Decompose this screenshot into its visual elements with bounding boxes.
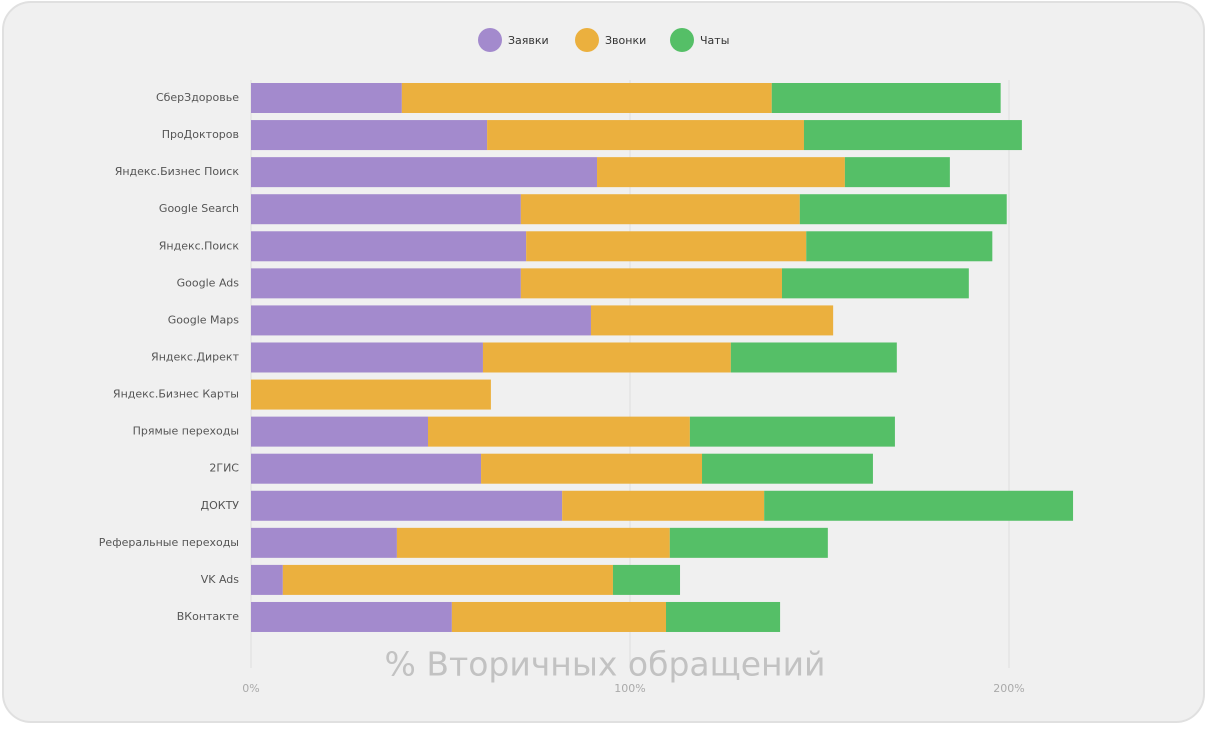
bar-segment [251,157,598,188]
bar-segment [806,231,993,262]
bar-segment [251,120,488,151]
bar-segment [764,490,1074,521]
bar-segment [487,120,804,151]
bar-segment [251,231,527,262]
bar-segment [702,453,873,484]
bar-segment [799,194,1007,225]
bar-segment [451,601,667,632]
bar-segment [396,527,670,558]
x-tick-label: 200% [993,682,1024,695]
bar-segment [520,268,782,299]
bar-segment [251,490,563,521]
bar-segment [562,490,765,521]
bar-segment [251,342,483,373]
legend-marker [670,28,694,52]
legend-marker [575,28,599,52]
bar-segment [590,305,834,336]
bar-segment [526,231,807,262]
bar-segment [481,453,703,484]
legend-label: Чаты [700,34,729,47]
bar-segment [251,601,452,632]
x-tick-label: 100% [614,682,645,695]
bar-segment [251,305,591,336]
bar-segment [401,83,772,113]
bar-segment [669,527,828,558]
bar-segment [251,416,428,447]
bar-segment [689,416,895,447]
y-tick-label: ВКонтакте [177,610,239,623]
y-tick-label: VK Ads [201,573,240,586]
y-tick-label: 2ГИС [209,462,239,475]
legend-label: Звонки [605,34,646,47]
bar-segment [251,453,482,484]
y-tick-label: Google Ads [177,276,240,289]
bar-segment [781,268,969,299]
bar-segment [251,83,402,113]
y-tick-label: Google Search [159,202,239,215]
y-tick-label: Прямые переходы [133,425,239,438]
bar-segment [427,416,690,447]
bar-segment [844,157,950,188]
y-tick-label: Яндекс.Бизнес Карты [113,388,239,401]
bar-segment [251,379,491,410]
bar-segment [251,527,397,558]
bar-segment [597,157,845,188]
bar-segment [730,342,897,373]
legend-marker [478,28,502,52]
bar-segment [520,194,800,225]
bar-segment [251,564,283,595]
y-tick-label: Реферальные переходы [99,536,239,549]
bar-segment [803,120,1022,151]
bar-segment [666,601,781,632]
bar-segment [612,564,681,595]
y-tick-label: Яндекс.Бизнес Поиск [115,165,240,178]
y-tick-label: СберЗдоровье [156,91,239,104]
y-tick-label: Яндекс.Поиск [159,239,240,252]
legend-label: Заявки [508,34,549,47]
x-tick-label: 0% [242,682,259,695]
bar-segment [251,194,521,225]
bar-segment [482,342,731,373]
y-tick-label: Яндекс.Директ [151,350,240,363]
y-tick-label: ДОКТУ [201,499,240,512]
bar-segment [771,83,1001,113]
bar-segment [251,268,521,299]
y-tick-label: ПроДокторов [162,128,239,141]
bar-segment [282,564,613,595]
x-axis-title: % Вторичных обращений [384,645,825,684]
y-tick-label: Google Maps [168,313,240,326]
